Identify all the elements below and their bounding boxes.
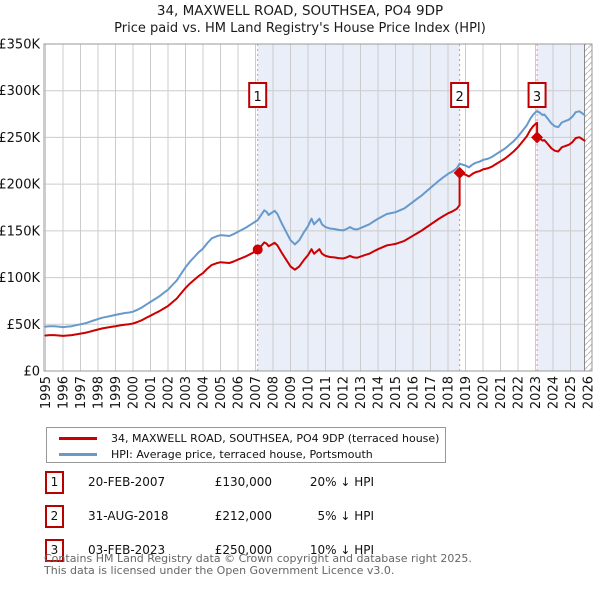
sale-flag-label: 3 xyxy=(533,90,541,105)
x-tick-label: 2020 xyxy=(477,376,492,409)
x-tick-label: 2004 xyxy=(197,376,212,409)
x-tick-label: 2006 xyxy=(232,376,247,409)
y-tick-label: £100K xyxy=(0,271,40,286)
x-tick-label: 2005 xyxy=(214,376,229,409)
hpi-line-swatch xyxy=(59,452,97,456)
sale-hpi-diff: 20% ↓ HPI xyxy=(309,475,374,489)
legend-row-hpi: HPI: Average price, terraced house, Port… xyxy=(47,446,445,462)
x-tick-label: 2015 xyxy=(389,376,404,409)
footer-attribution: Contains HM Land Registry data © Crown c… xyxy=(44,553,584,577)
shaded-band xyxy=(257,44,460,371)
y-tick-label: £200K xyxy=(0,178,40,193)
x-tick-label: 2019 xyxy=(459,376,474,409)
y-tick-label: £350K xyxy=(0,38,40,53)
price-paid-line xyxy=(44,121,586,337)
sale-hpi-diff: 5% ↓ HPI xyxy=(317,509,374,523)
y-tick-label: £50K xyxy=(7,318,41,333)
sale-flag-2 xyxy=(450,82,470,108)
x-tick-label: 2014 xyxy=(372,376,387,409)
sale-price: £212,000 xyxy=(214,509,272,523)
sale-hpi-diff: 10% ↓ HPI xyxy=(309,543,374,557)
sale-date: 03-FEB-2023 xyxy=(88,543,166,557)
x-tick-label: 2009 xyxy=(284,376,299,409)
sale-flag-3 xyxy=(527,82,547,108)
y-tick-label: £300K xyxy=(0,84,40,99)
sale-marker-1 xyxy=(252,244,263,255)
sale-price: £250,000 xyxy=(214,543,272,557)
x-tick-label: 2024 xyxy=(547,376,562,409)
x-tick-label: 2007 xyxy=(249,376,264,409)
sale-number-box: 3 xyxy=(45,539,64,562)
sale-marker-2 xyxy=(453,166,466,179)
sale-flag-1 xyxy=(248,82,268,108)
x-tick-label: 2000 xyxy=(127,376,142,409)
sale-date: 20-FEB-2007 xyxy=(88,475,166,489)
sale-marker-3 xyxy=(531,131,544,144)
x-tick-label: 2018 xyxy=(442,376,457,409)
x-tick-label: 1998 xyxy=(92,376,107,409)
footer-line-1: Contains HM Land Registry data © Crown c… xyxy=(44,552,472,565)
x-tick-label: 1999 xyxy=(109,376,124,409)
sale-row-1: 1 20-FEB-2007 £130,000 20% ↓ HPI xyxy=(0,471,600,495)
sale-date: 31-AUG-2018 xyxy=(88,509,169,523)
sale-row-2: 2 31-AUG-2018 £212,000 5% ↓ HPI xyxy=(0,505,600,529)
legend-label-hpi: HPI: Average price, terraced house, Port… xyxy=(111,447,373,461)
hpi-line xyxy=(44,110,586,329)
x-tick-label: 2011 xyxy=(319,376,334,409)
x-tick-label: 2021 xyxy=(494,376,509,409)
x-tick-label: 1996 xyxy=(57,376,72,409)
legend-label-price: 34, MAXWELL ROAD, SOUTHSEA, PO4 9DP (ter… xyxy=(111,431,440,445)
footer-line-2: This data is licensed under the Open Gov… xyxy=(44,564,395,577)
x-tick-label: 2010 xyxy=(302,376,317,409)
x-tick-label: 2017 xyxy=(424,376,439,409)
x-tick-label: 2023 xyxy=(529,376,544,409)
x-tick-label: 2013 xyxy=(354,376,369,409)
legend-box: 34, MAXWELL ROAD, SOUTHSEA, PO4 9DP (ter… xyxy=(46,427,446,463)
sale-price: £130,000 xyxy=(214,475,272,489)
x-tick-label: 2022 xyxy=(512,376,527,409)
x-tick-label: 1995 xyxy=(39,376,54,409)
sale-number-box: 2 xyxy=(45,505,64,528)
sale-flag-label: 1 xyxy=(254,90,262,105)
x-tick-label: 2012 xyxy=(337,376,352,409)
sale-row-3: 3 03-FEB-2023 £250,000 10% ↓ HPI xyxy=(0,539,600,563)
legend-row-price: 34, MAXWELL ROAD, SOUTHSEA, PO4 9DP (ter… xyxy=(47,430,445,446)
x-tick-label: 1997 xyxy=(74,376,89,409)
y-tick-label: £150K xyxy=(0,224,40,239)
chart-subtitle: Price paid vs. HM Land Registry's House … xyxy=(114,21,486,36)
plot-border xyxy=(43,43,593,372)
x-tick-label: 2026 xyxy=(582,376,597,409)
x-tick-label: 2001 xyxy=(144,376,159,409)
sale-number-box: 1 xyxy=(45,471,64,494)
price-line-swatch xyxy=(59,436,97,440)
future-hatch xyxy=(584,44,592,371)
y-tick-label: £250K xyxy=(0,131,40,146)
x-tick-label: 2025 xyxy=(564,376,579,409)
y-tick-label: £0 xyxy=(23,365,40,380)
sale-flag-label: 2 xyxy=(455,90,463,105)
x-tick-label: 2008 xyxy=(267,376,282,409)
price-chart: 1 2 3 £0 £50K £100K £150K £200K £250K £300K £350K 1… xyxy=(0,38,597,410)
x-tick-label: 2003 xyxy=(179,376,194,409)
x-tick-label: 2016 xyxy=(407,376,422,409)
x-tick-label: 2002 xyxy=(162,376,177,409)
chart-title: 34, MAXWELL ROAD, SOUTHSEA, PO4 9DP xyxy=(156,3,444,19)
